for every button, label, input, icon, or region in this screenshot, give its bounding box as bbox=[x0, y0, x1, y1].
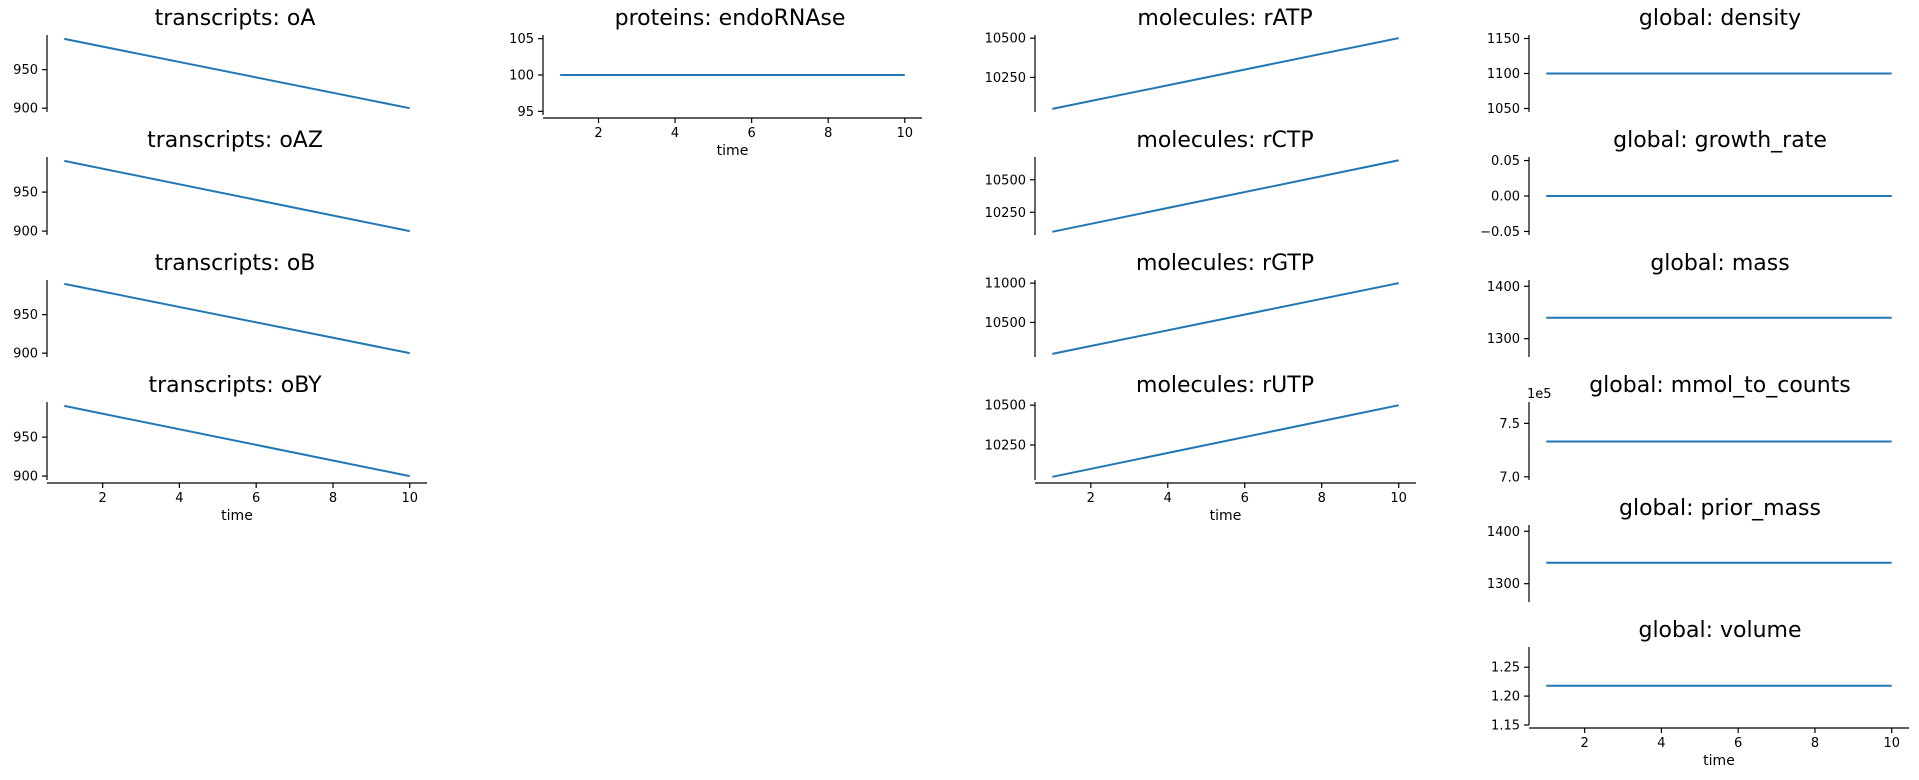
subplot-title: global: mmol_to_counts bbox=[1589, 373, 1851, 398]
subplot-title: molecules: rATP bbox=[1137, 6, 1312, 31]
subplot-title: molecules: rCTP bbox=[1136, 128, 1313, 153]
data-series-line bbox=[1052, 159, 1399, 233]
x-tick-label: 6 bbox=[252, 491, 260, 506]
x-tick-label: 4 bbox=[1164, 491, 1172, 506]
y-tick-label: 7.0 bbox=[1499, 470, 1520, 485]
subplot-title: global: volume bbox=[1638, 618, 1801, 643]
y-tick-label: 950 bbox=[13, 308, 38, 323]
x-tick-label: 8 bbox=[1811, 736, 1819, 751]
x-axis-label: time bbox=[1210, 508, 1242, 524]
subplot-t_oAZ: transcripts: oAZ 900 950 bbox=[13, 128, 410, 240]
data-series-line bbox=[64, 404, 410, 478]
y-tick-label: 1.20 bbox=[1491, 690, 1520, 705]
y-tick-label: 900 bbox=[13, 225, 38, 240]
x-tick-label: 6 bbox=[1734, 736, 1742, 751]
y-tick-label: 0.00 bbox=[1491, 190, 1520, 205]
x-tick-label: 10 bbox=[401, 491, 418, 506]
subplot-m_rATP: molecules: rATP 10250 10500 bbox=[985, 6, 1399, 112]
x-axis-label: time bbox=[717, 143, 749, 159]
subplot-title: transcripts: oAZ bbox=[147, 128, 323, 153]
subplot-t_oA: transcripts: oA 900 950 bbox=[13, 6, 410, 117]
y-tick-label: 10250 bbox=[985, 438, 1026, 453]
x-tick-label: 2 bbox=[1581, 736, 1589, 751]
subplot-g_volume: global: volume 1.15 1.20 1.25 2 4 6 8 10 time bbox=[1491, 618, 1909, 769]
subplot-t_oB: transcripts: oB 900 950 bbox=[13, 251, 410, 362]
subplot-g_mass: global: mass 1300 1400 bbox=[1487, 251, 1892, 357]
axis-offset-label: 1e5 bbox=[1527, 387, 1552, 402]
subplot-p_endo: proteins: endoRNAse 95 100 105 2 4 6 8 10 time bbox=[509, 6, 922, 159]
subplot-title: transcripts: oA bbox=[155, 6, 316, 31]
subplot-title: molecules: rUTP bbox=[1136, 373, 1314, 398]
data-series-line bbox=[64, 37, 410, 110]
y-tick-label: 0.05 bbox=[1491, 154, 1520, 169]
y-tick-label: 95 bbox=[517, 105, 534, 120]
y-tick-label: 10500 bbox=[985, 173, 1026, 188]
y-tick-label: 900 bbox=[13, 347, 38, 362]
x-tick-label: 4 bbox=[1657, 736, 1665, 751]
y-tick-label: 10250 bbox=[985, 71, 1026, 86]
x-tick-label: 10 bbox=[896, 126, 913, 141]
x-tick-label: 2 bbox=[594, 126, 602, 141]
subplot-title: transcripts: oB bbox=[155, 251, 316, 276]
y-tick-label: 1300 bbox=[1487, 577, 1520, 592]
y-tick-label: 1050 bbox=[1487, 102, 1520, 117]
y-tick-label: 900 bbox=[13, 470, 38, 485]
subplot-title: global: mass bbox=[1650, 251, 1789, 276]
x-tick-label: 2 bbox=[1087, 491, 1095, 506]
x-tick-label: 4 bbox=[671, 126, 679, 141]
subplot-title: global: prior_mass bbox=[1619, 496, 1821, 521]
x-tick-label: 10 bbox=[1883, 736, 1900, 751]
y-tick-label: 10500 bbox=[985, 316, 1026, 331]
y-tick-label: 900 bbox=[13, 102, 38, 117]
y-tick-label: 1.25 bbox=[1491, 661, 1520, 676]
x-tick-label: 2 bbox=[99, 491, 107, 506]
data-series-line bbox=[1052, 37, 1399, 110]
y-tick-label: 950 bbox=[13, 186, 38, 201]
y-tick-label: 10500 bbox=[985, 32, 1026, 47]
subplot-g_mmol: global: mmol_to_counts 1e5 7.0 7.5 bbox=[1499, 373, 1892, 485]
x-tick-label: 6 bbox=[748, 126, 756, 141]
y-tick-label: 1100 bbox=[1487, 67, 1520, 82]
subplot-title: transcripts: oBY bbox=[148, 373, 322, 398]
y-tick-label: 1150 bbox=[1487, 32, 1520, 47]
y-tick-label: 10500 bbox=[985, 399, 1026, 414]
x-tick-label: 8 bbox=[824, 126, 832, 141]
data-series-line bbox=[1052, 282, 1399, 355]
subplot-g_density: global: density 1050 1100 1150 bbox=[1487, 6, 1892, 117]
subplot-g_growth: global: growth_rate −0.05 0.00 0.05 bbox=[1480, 128, 1892, 240]
data-series-line bbox=[64, 159, 410, 233]
y-tick-label: 1400 bbox=[1487, 280, 1520, 295]
subplot-title: molecules: rGTP bbox=[1136, 251, 1314, 276]
y-tick-label: 1.15 bbox=[1491, 719, 1520, 734]
data-series-line bbox=[1052, 404, 1399, 478]
subplot-title: global: density bbox=[1639, 6, 1801, 31]
y-tick-label: 1300 bbox=[1487, 332, 1520, 347]
subplot-title: proteins: endoRNAse bbox=[615, 6, 846, 31]
subplot-title: global: growth_rate bbox=[1613, 128, 1827, 153]
x-tick-label: 8 bbox=[1318, 491, 1326, 506]
subplot-t_oBY: transcripts: oBY 900 950 2 4 6 8 10 time bbox=[13, 373, 427, 524]
y-tick-label: 950 bbox=[13, 431, 38, 446]
y-tick-label: 1400 bbox=[1487, 525, 1520, 540]
subplot-m_rGTP: molecules: rGTP 10500 11000 bbox=[985, 251, 1399, 357]
x-tick-label: 10 bbox=[1390, 491, 1407, 506]
x-tick-label: 4 bbox=[175, 491, 183, 506]
x-tick-label: 6 bbox=[1241, 491, 1249, 506]
y-tick-label: 10250 bbox=[985, 206, 1026, 221]
y-tick-label: 11000 bbox=[985, 277, 1026, 292]
subplot-m_rUTP: molecules: rUTP 10250 10500 2 4 6 8 10 time bbox=[985, 373, 1416, 524]
x-axis-label: time bbox=[1703, 753, 1735, 769]
y-tick-label: 950 bbox=[13, 63, 38, 78]
y-tick-label: −0.05 bbox=[1480, 225, 1520, 240]
y-tick-label: 7.5 bbox=[1499, 417, 1520, 432]
subplot-m_rCTP: molecules: rCTP 10250 10500 bbox=[985, 128, 1399, 235]
x-tick-label: 8 bbox=[329, 491, 337, 506]
y-tick-label: 105 bbox=[509, 32, 534, 47]
y-tick-label: 100 bbox=[509, 69, 534, 84]
data-series-line bbox=[64, 282, 410, 355]
subplot-g_prior: global: prior_mass 1300 1400 bbox=[1487, 496, 1892, 602]
x-axis-label: time bbox=[221, 508, 253, 524]
